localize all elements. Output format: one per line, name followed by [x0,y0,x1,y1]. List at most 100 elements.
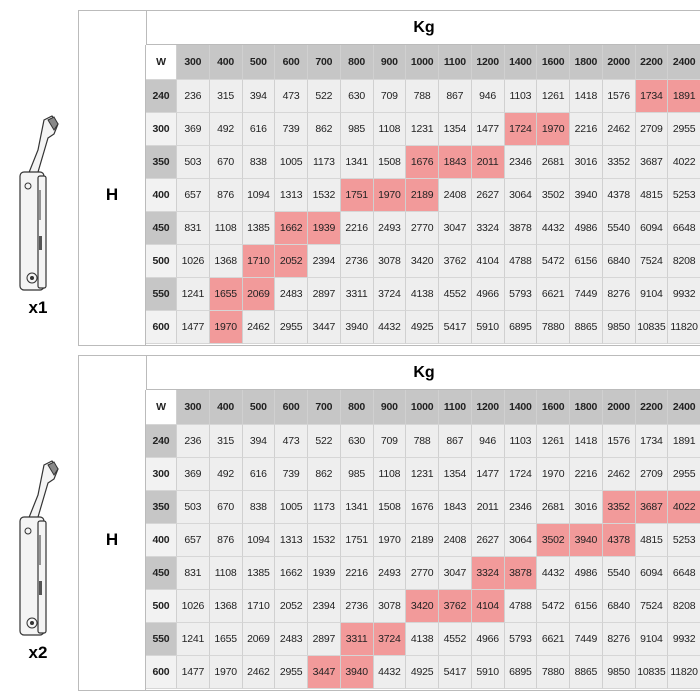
table-cell: 5910 [471,656,505,689]
value-grid: W 300 400 500 600 700 800 900 1000 1100 1200 1400 16… [146,45,700,344]
column-header: 900 [373,45,407,80]
table-cell: 1026 [177,590,210,623]
table-cell: 315 [209,425,243,458]
table-cell: 1576 [602,425,636,458]
table-cell: 2897 [308,278,341,311]
table-cell: 5417 [439,311,472,344]
column-header: 600 [275,390,308,425]
row-header: 500 [146,590,177,623]
highlighted-cell: 3311 [340,623,374,656]
table-cell: 2462 [242,656,276,689]
table-cell: 3352 [602,146,636,179]
device-illustration [12,455,62,640]
table-cell: 1094 [242,179,276,212]
table-cell: 657 [177,524,210,557]
column-header: 500 [242,390,276,425]
column-header: 700 [308,45,341,80]
table-cell: 1231 [406,113,439,146]
row-header: 350 [146,146,177,179]
table-cell: 3064 [504,179,538,212]
table-cell: 2493 [373,557,407,590]
column-header: 1600 [537,45,570,80]
highlighted-cell: 3878 [504,557,538,590]
table-cell: 6840 [602,245,636,278]
table-cell: 1173 [308,491,341,524]
table-cell: 6621 [537,278,570,311]
highlighted-cell: 1970 [373,179,407,212]
row-header: 300 [146,113,177,146]
table-cell: 2346 [504,146,538,179]
row-header: 450 [146,212,177,245]
table-cell: 2216 [570,113,603,146]
table-cell: 2736 [340,590,374,623]
table-cell: 670 [209,491,243,524]
column-header: 800 [340,390,374,425]
table-cell: 1261 [537,425,570,458]
table-cell: 5472 [537,245,570,278]
highlighted-cell: 2069 [242,278,276,311]
table-cell: 369 [177,113,210,146]
highlighted-cell: 2011 [471,146,505,179]
highlighted-cell: 1970 [537,113,570,146]
table-cell: 2483 [275,278,308,311]
table-cell: 1026 [177,245,210,278]
table-cell: 1532 [308,179,341,212]
highlighted-cell: 2189 [406,179,439,212]
table-cell: 3078 [373,245,407,278]
table-cell: 1341 [340,491,374,524]
table-cell: 2483 [275,623,308,656]
highlighted-cell: 3724 [373,623,407,656]
table-cell: 2216 [340,557,374,590]
table-cell: 4552 [439,623,472,656]
table-cell: 6840 [602,590,636,623]
table-cell: 1970 [537,458,570,491]
table-cell: 1477 [471,458,505,491]
highlighted-cell: 3447 [308,656,341,689]
table-cell: 788 [406,80,439,113]
row-header: 550 [146,623,177,656]
table-cell: 1843 [439,491,472,524]
lift-mechanism-icon [19,460,59,636]
table-cell: 2955 [668,113,700,146]
table-cell: 9850 [602,656,636,689]
table-cell: 5793 [504,623,538,656]
table-block-x1: x1 Kg H W 300 400 500 600 700 800 900 1000 1100 12… [0,10,700,346]
highlighted-cell: 1676 [406,146,439,179]
highlighted-cell: 1662 [275,212,308,245]
table-cell: 1662 [275,557,308,590]
table-cell: 1418 [570,425,603,458]
table-cell: 3762 [439,245,472,278]
table-cell: 5253 [668,524,700,557]
table-cell: 3878 [504,212,538,245]
table-cell: 9104 [635,278,669,311]
table-cell: 3324 [471,212,505,245]
highlighted-cell: 4022 [668,491,700,524]
highlighted-cell: 1970 [209,311,243,344]
column-header: 2400 [668,390,700,425]
w-header-cell: W [146,390,177,425]
table-cell: 2462 [602,458,636,491]
highlighted-cell: 3502 [537,524,570,557]
table-cell: 369 [177,458,210,491]
highlighted-cell: 1891 [668,80,700,113]
table-cell: 3047 [439,212,472,245]
table-cell: 2709 [635,458,669,491]
table-cell: 4925 [406,656,439,689]
h-header: H [79,390,146,690]
table-cell: 3016 [570,146,603,179]
multiplier-label: x1 [28,298,48,317]
table-cell: 831 [177,557,210,590]
table-cell: 6648 [668,557,700,590]
table-cell: 985 [340,113,374,146]
column-header: 1200 [471,390,505,425]
table-cell: 503 [177,146,210,179]
row-header: 550 [146,278,177,311]
table-cell: 10835 [635,311,669,344]
row-header: 240 [146,425,177,458]
table-cell: 4788 [504,590,538,623]
table-cell: 2709 [635,113,669,146]
table-cell: 4138 [406,623,439,656]
table-cell: 4138 [406,278,439,311]
table-cell: 2955 [275,311,308,344]
column-header: 1000 [406,45,439,80]
